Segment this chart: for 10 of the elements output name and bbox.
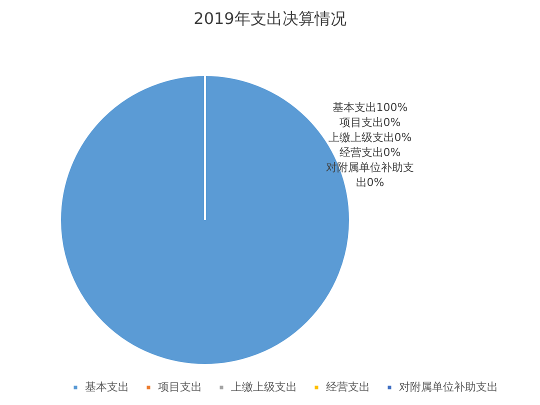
chart-title: 2019年支出决算情况 [194, 9, 346, 28]
text: 上缴上级支出0% [328, 131, 412, 144]
text: 项目支出0% [339, 116, 401, 129]
data-label: 基本支出100% [332, 101, 408, 114]
legend-label: 对附属单位补助支出 [399, 380, 498, 394]
legend-label: 项目支出 [158, 380, 202, 394]
legend-label: 经营支出 [326, 380, 370, 394]
legend-label: 上缴上级支出 [231, 380, 297, 394]
text: 经营支出0% [339, 146, 401, 159]
legend-label: 基本支出 [85, 380, 129, 394]
